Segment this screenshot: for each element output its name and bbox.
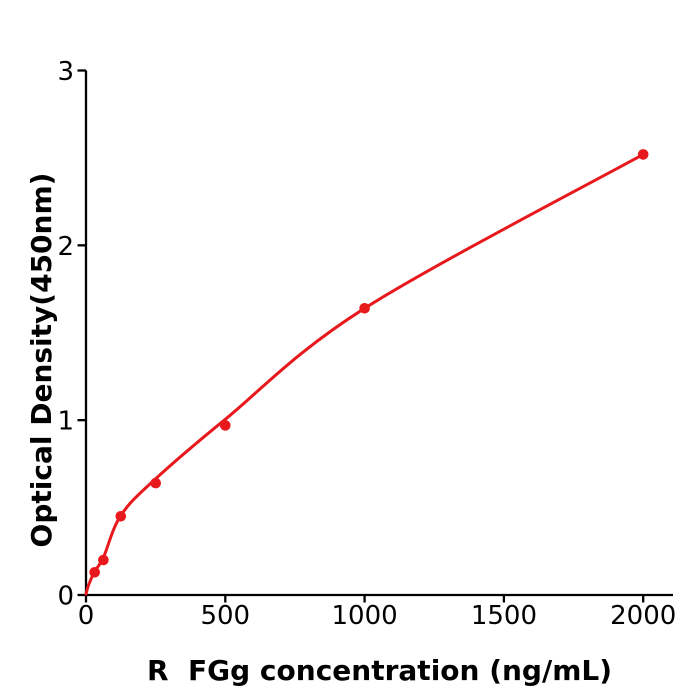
x-tick-label: 0 <box>78 601 95 631</box>
x-tick-label: 1500 <box>471 601 537 631</box>
y-tick-label: 0 <box>57 582 74 612</box>
data-point-marker <box>359 303 370 314</box>
data-points-group <box>89 149 649 578</box>
fit-curve-group <box>84 152 645 596</box>
x-tick-label: 500 <box>200 601 250 631</box>
data-point-marker <box>98 554 109 566</box>
y-axis-label: Optical Density(450nm) <box>25 172 59 548</box>
x-tick-label: 1000 <box>332 601 398 631</box>
y-tick-label: 2 <box>57 232 74 262</box>
y-tick-label: 1 <box>57 407 74 437</box>
y-tick-label: 3 <box>57 57 74 87</box>
data-point-marker <box>220 420 231 431</box>
axes-spines <box>84 70 673 597</box>
y-axis-ticks: 0 1 2 3 <box>57 57 86 612</box>
fit-curve-line <box>84 152 645 596</box>
x-axis-ticks: 0 500 1000 1500 2000 <box>78 595 676 631</box>
data-point-marker <box>115 511 127 522</box>
x-tick-label: 2000 <box>610 601 676 631</box>
data-point-marker <box>150 477 161 489</box>
data-point-marker <box>89 567 100 578</box>
x-axis-label: R FGg concentration (ng/mL) <box>146 654 613 687</box>
data-point-marker <box>637 149 649 160</box>
